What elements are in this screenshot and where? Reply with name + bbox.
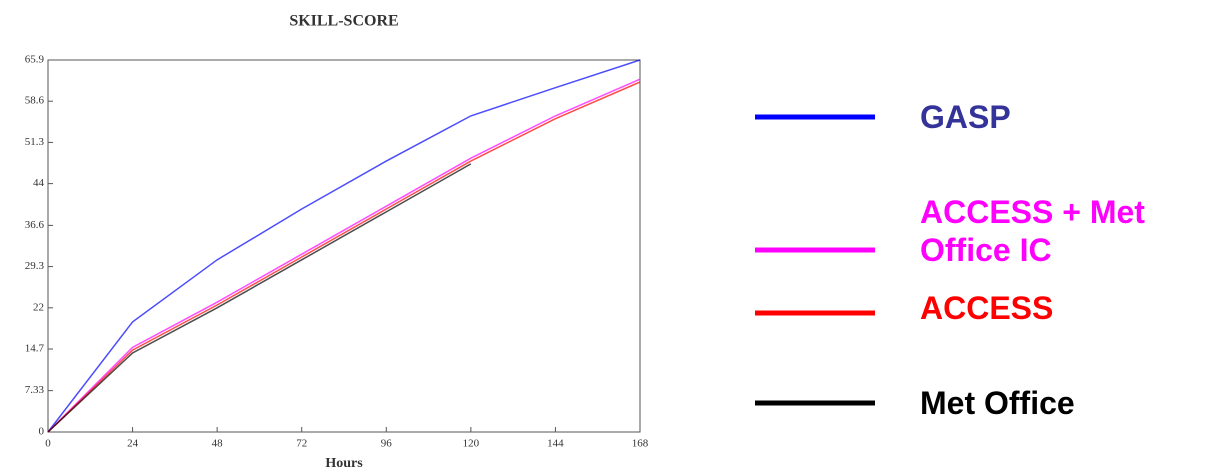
chart-title: SKILL-SCORE [289, 13, 398, 30]
y-tick-label: 51.3 [25, 136, 45, 148]
x-tick-label: 96 [381, 438, 393, 450]
legend-label: ACCESS [920, 290, 1054, 326]
x-tick-label: 144 [547, 438, 564, 450]
chart: SKILL-SCORE Hours 0 7.33 14.7 22 29.3 36.6 44 5… [25, 13, 649, 472]
series-line [47, 59, 641, 433]
y-tick-label: 65.9 [25, 54, 45, 66]
x-tick-label: 168 [632, 438, 649, 450]
y-tick-label: 7.33 [25, 384, 45, 396]
legend-label: GASP [920, 99, 1011, 135]
y-tick-label: 14.7 [25, 343, 45, 355]
x-tick-label: 48 [212, 438, 224, 450]
x-tick-label: 24 [127, 438, 139, 450]
x-tick-label: 0 [45, 438, 51, 450]
x-tick-label: 120 [463, 438, 480, 450]
x-tick-label: 72 [296, 438, 307, 450]
y-tick-label: 22 [33, 301, 44, 313]
series-line [47, 163, 472, 433]
y-tick-label: 58.6 [25, 95, 45, 107]
y-tick-label: 44 [33, 177, 45, 189]
x-axis-label: Hours [325, 456, 363, 471]
y-tick-label: 0 [39, 426, 45, 438]
y-tick-label: 36.6 [25, 219, 45, 231]
series-line [47, 81, 641, 433]
series-line [47, 78, 641, 433]
y-tick-label: 29.3 [25, 260, 45, 272]
plot-frame [47, 59, 641, 433]
legend-label: ACCESS + Met Office IC [920, 194, 1145, 268]
legend-label: Met Office [920, 385, 1075, 421]
